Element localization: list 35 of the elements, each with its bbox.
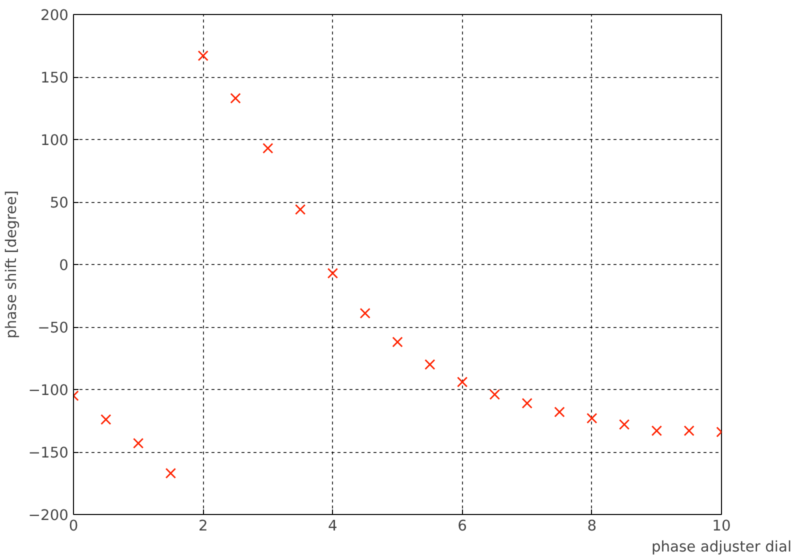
point [230, 92, 241, 104]
point [100, 414, 112, 425]
y-tick-label: 50 [50, 194, 69, 212]
x-tick-label: 6 [458, 518, 467, 534]
point [424, 359, 436, 370]
point [198, 50, 208, 62]
x-tick-label: 10 [712, 518, 731, 534]
point [651, 425, 662, 436]
x-tick-label: 2 [198, 518, 208, 534]
y-tick-label: −200 [28, 507, 69, 524]
y-tick-label: 150 [40, 70, 69, 86]
x-tick-label: 4 [328, 518, 338, 534]
point [522, 398, 532, 409]
y-tick-label: 100 [40, 132, 69, 149]
x-axis-title: phase adjuster dial [651, 538, 792, 556]
point [554, 406, 565, 418]
x-tick-label: 8 [587, 518, 597, 534]
y-tick-label: 0 [59, 257, 69, 274]
point [489, 389, 500, 400]
y-axis-title: phase shift [degree] [3, 190, 20, 338]
y-tick-label: 200 [40, 7, 69, 24]
point [392, 336, 403, 348]
point [294, 204, 306, 215]
y-tick-label: −100 [28, 382, 69, 399]
point [132, 438, 144, 449]
point [165, 468, 176, 479]
point [618, 419, 630, 430]
point [262, 142, 274, 154]
y-tick-label: −150 [28, 444, 69, 462]
point [586, 412, 598, 424]
point [456, 376, 468, 388]
point [327, 268, 338, 279]
point [684, 425, 694, 436]
point [360, 308, 370, 319]
y-tick-label: −50 [38, 320, 69, 336]
